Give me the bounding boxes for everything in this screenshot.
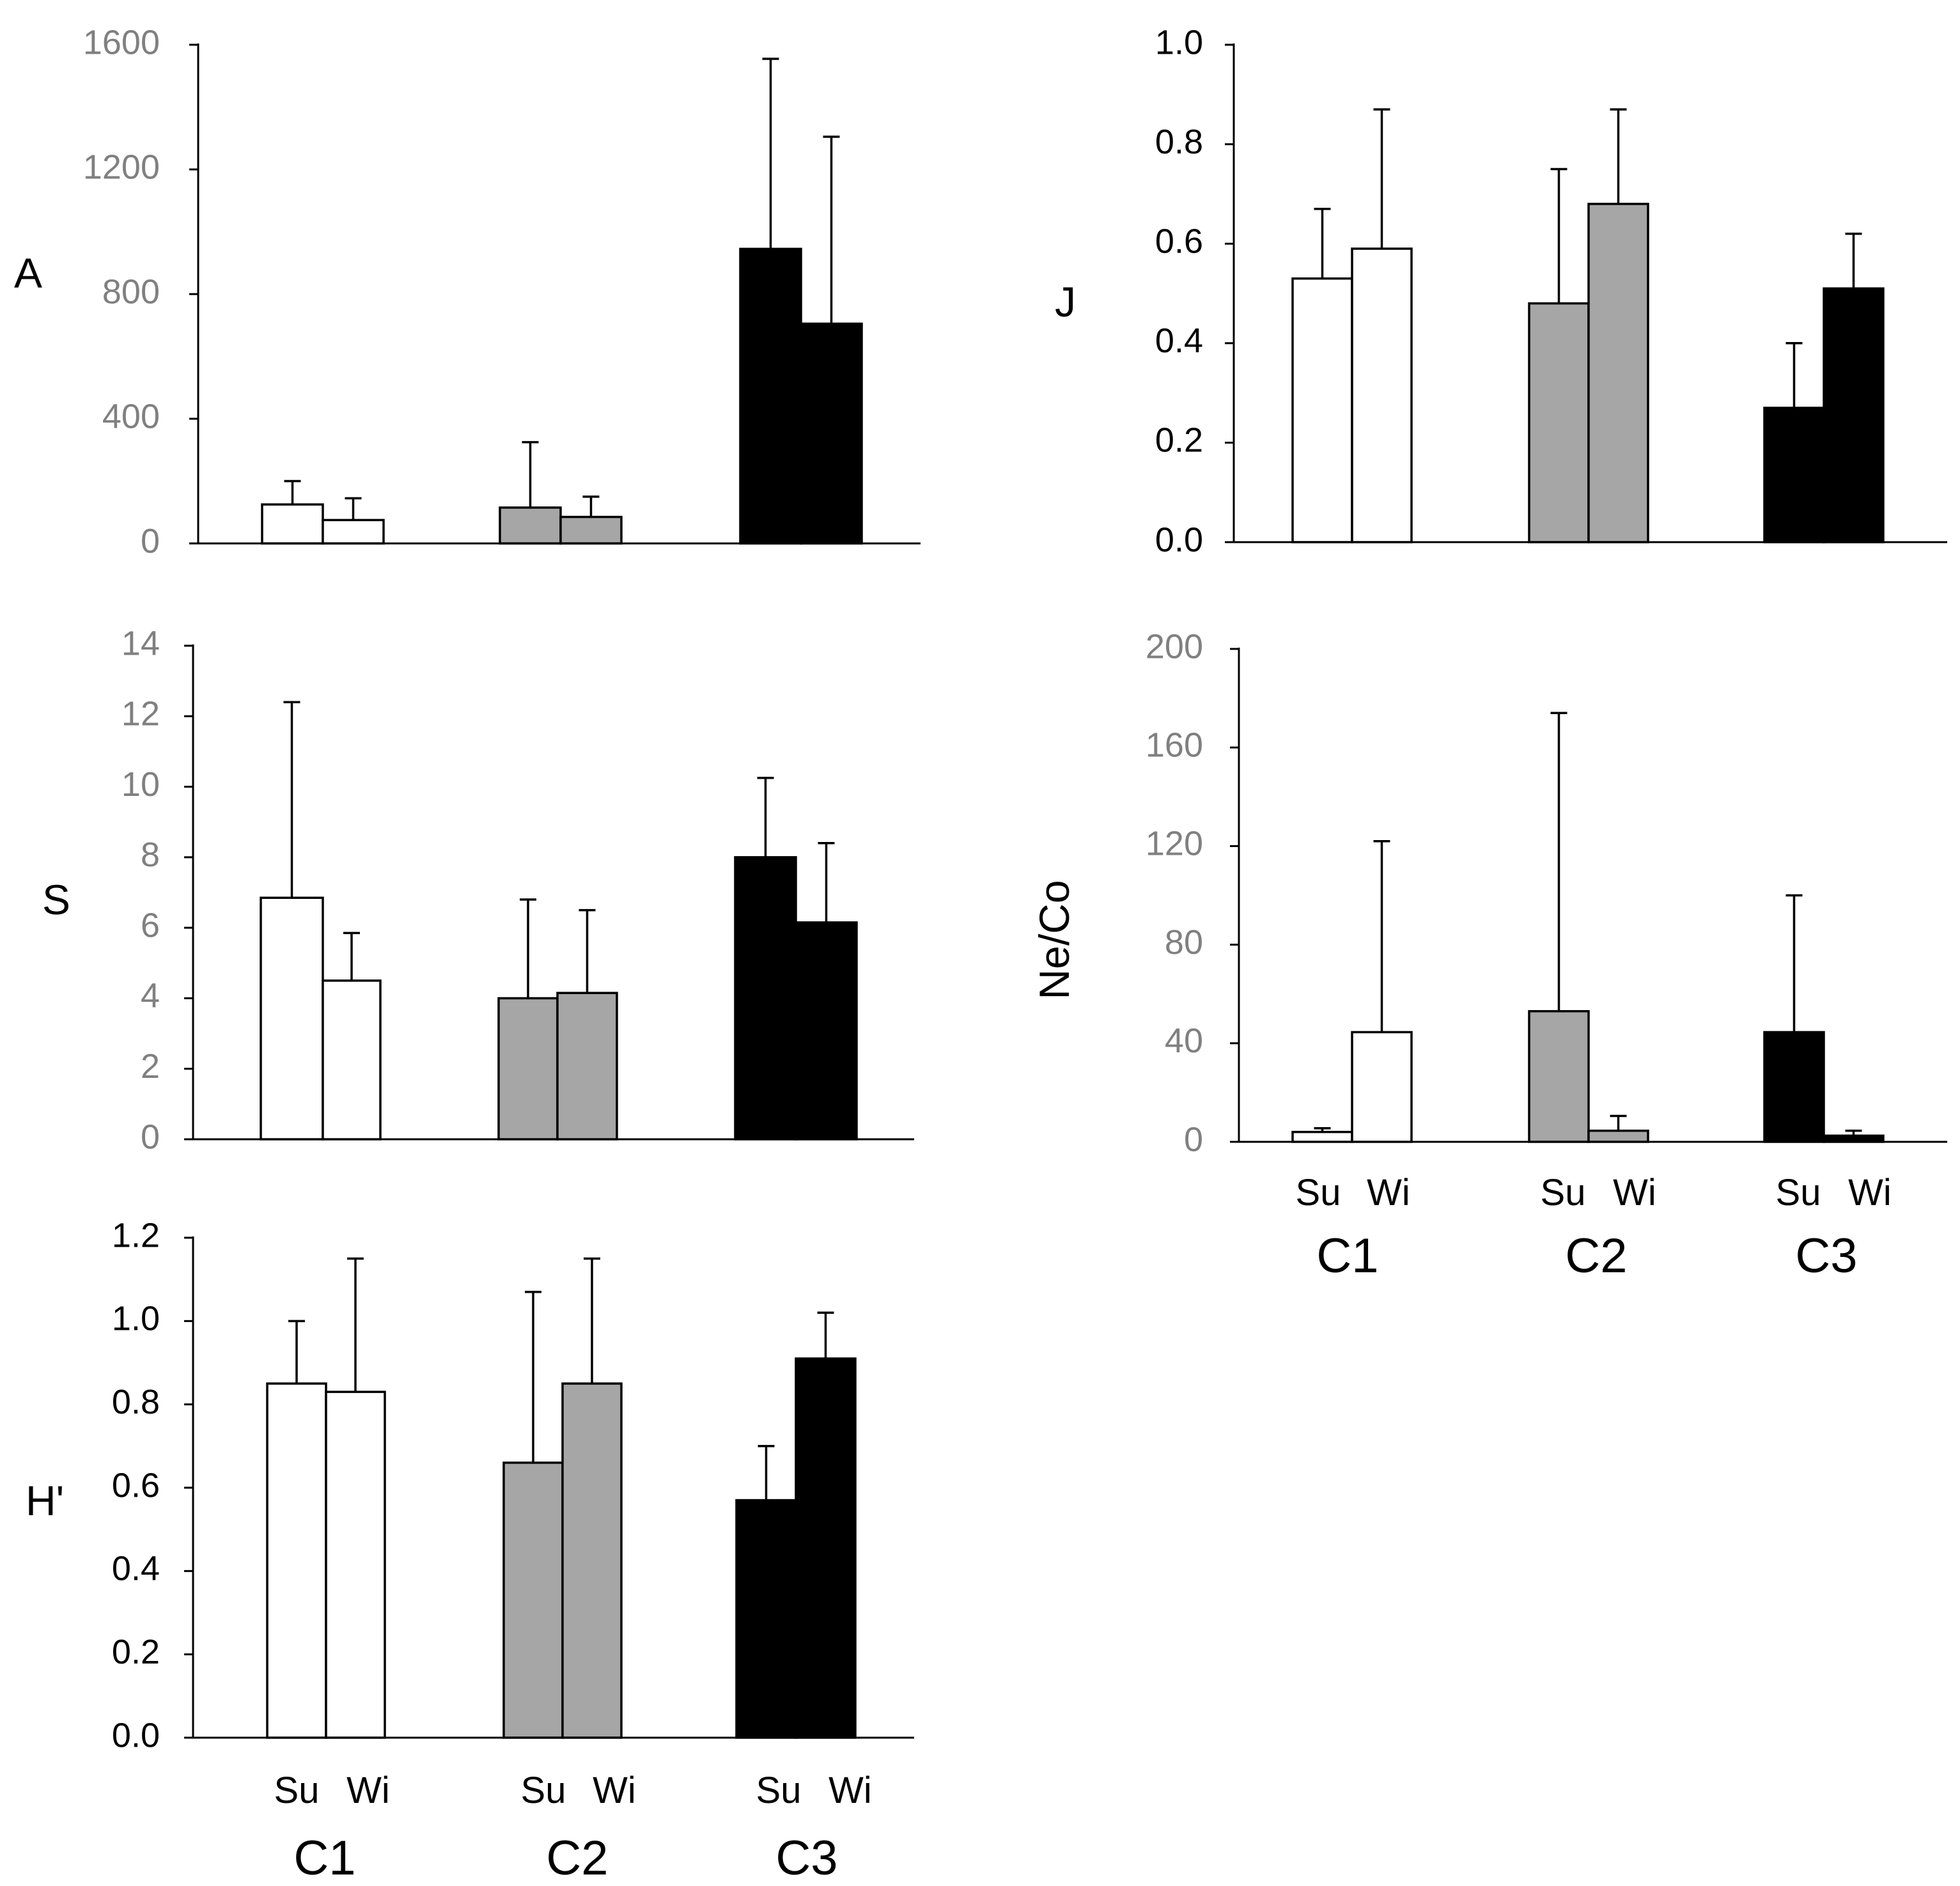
neco-season-label-c3-su: Su	[1776, 1172, 1821, 1213]
panel-s-ylabel: S	[42, 876, 70, 923]
h-cluster-label-c2: C2	[546, 1831, 608, 1885]
j-y-tick-label: 0.2	[1155, 421, 1203, 460]
panel-j-chart: J 0.0 0.2 0.4 0.6 0.8 1.0	[1055, 23, 1947, 559]
s-y-tick-label: 4	[141, 977, 160, 1015]
neco-c3-wi-bar	[1823, 1134, 1885, 1143]
neco-y-tick-label: 200	[1146, 627, 1203, 666]
h-y-tick-label: 1.2	[112, 1216, 160, 1254]
s-y-tick-label: 0	[141, 1118, 160, 1156]
neco-y-tick-label: 0	[1184, 1120, 1203, 1158]
h-season-label-c1-wi: Wi	[346, 1770, 390, 1811]
s-y-tick-label: 10	[121, 765, 160, 804]
h-c1-su-bar	[266, 1382, 327, 1739]
neco-season-label-c2-su: Su	[1541, 1172, 1586, 1213]
neco-cluster-label-c3: C3	[1795, 1229, 1857, 1283]
neco-c2-su-bar	[1528, 1009, 1590, 1143]
a-y-tick-label: 800	[102, 272, 160, 311]
neco-y-tick-label: 160	[1146, 726, 1203, 764]
j-y-tick-label: 0.8	[1155, 123, 1203, 161]
s-y-tick-label: 8	[141, 836, 160, 874]
h-c2-wi-bar	[561, 1382, 623, 1739]
neco-c1-su-bar	[1291, 1130, 1353, 1143]
panel-s-chart: S 0 2 4 6 8 10 12 14	[42, 624, 914, 1156]
a-c1-su-bar	[261, 503, 324, 545]
panel-neco-chart: Ne/Co Su Wi Su Wi Su Wi C1 C2 C3 0 40 80 12…	[1031, 627, 1947, 1283]
s-y-tick-label: 14	[121, 624, 160, 662]
h-y-tick-label: 0.8	[112, 1383, 160, 1421]
panel-h-ylabel: H'	[26, 1477, 64, 1524]
a-c2-su-bar	[499, 506, 562, 545]
a-y-tick-label: 1200	[83, 148, 160, 186]
j-y-tick-label: 0.0	[1155, 520, 1203, 559]
neco-season-label-c1-wi: Wi	[1367, 1172, 1410, 1213]
j-c2-wi-bar	[1587, 203, 1649, 543]
a-c3-su-bar	[739, 247, 802, 545]
j-y-tick-label: 1.0	[1155, 23, 1203, 61]
h-season-label-c2-wi: Wi	[593, 1770, 636, 1811]
h-y-tick-label: 0.4	[112, 1550, 160, 1588]
h-y-tick-label: 0.6	[112, 1466, 160, 1504]
a-y-tick-label: 400	[102, 397, 160, 435]
j-y-tick-label: 0.6	[1155, 222, 1203, 260]
s-c2-wi-bar	[556, 992, 618, 1141]
neco-y-tick-label: 120	[1146, 825, 1203, 863]
neco-y-tick-label: 80	[1165, 923, 1203, 962]
h-cluster-label-c1: C1	[293, 1831, 355, 1885]
panel-a-chart: A 0 400 800 1200 1600	[14, 23, 921, 560]
h-y-tick-label: 1.0	[112, 1300, 160, 1338]
h-season-label-c3-su: Su	[756, 1770, 802, 1811]
h-c3-wi-bar	[795, 1357, 857, 1739]
neco-season-label-c3-wi: Wi	[1848, 1172, 1892, 1213]
j-c3-su-bar	[1763, 407, 1825, 543]
s-c2-su-bar	[497, 997, 559, 1141]
h-season-label-c3-wi: Wi	[828, 1770, 872, 1811]
j-c3-wi-bar	[1823, 287, 1885, 543]
s-c1-wi-bar	[322, 979, 382, 1141]
h-c2-su-bar	[502, 1461, 564, 1739]
a-y-tick-label: 0	[141, 522, 160, 560]
h-cluster-label-c3: C3	[775, 1831, 837, 1885]
neco-season-label-c2-wi: Wi	[1613, 1172, 1656, 1213]
s-c3-wi-bar	[795, 921, 858, 1141]
panel-neco-ylabel: Ne/Co	[1031, 880, 1078, 999]
panel-h-chart: H' Su Wi Su Wi Su Wi C1 C2 C3 0.0 0.2 0.4 0…	[26, 1216, 914, 1885]
h-c3-su-bar	[735, 1499, 797, 1739]
h-season-label-c1-su: Su	[274, 1770, 320, 1811]
j-c1-wi-bar	[1351, 247, 1413, 543]
s-c3-su-bar	[734, 856, 797, 1141]
neco-cluster-label-c1: C1	[1316, 1229, 1378, 1283]
neco-c1-wi-bar	[1351, 1031, 1413, 1143]
h-season-label-c2-su: Su	[521, 1770, 566, 1811]
a-y-tick-label: 1600	[83, 23, 160, 61]
neco-y-tick-label: 40	[1165, 1022, 1203, 1060]
j-c2-su-bar	[1528, 302, 1590, 543]
s-y-tick-label: 2	[141, 1047, 160, 1086]
s-y-tick-label: 6	[141, 906, 160, 944]
h-y-tick-label: 0.2	[112, 1633, 160, 1671]
a-c2-wi-bar	[559, 515, 623, 545]
a-c3-wi-bar	[800, 322, 863, 545]
neco-cluster-label-c2: C2	[1565, 1229, 1627, 1283]
neco-c2-wi-bar	[1587, 1129, 1649, 1143]
neco-c3-su-bar	[1763, 1031, 1825, 1143]
h-y-tick-label: 0.0	[112, 1716, 160, 1754]
j-c1-su-bar	[1291, 277, 1353, 543]
s-c1-su-bar	[260, 896, 324, 1141]
panel-j-ylabel: J	[1055, 278, 1076, 325]
a-c1-wi-bar	[322, 518, 385, 545]
s-y-tick-label: 12	[121, 695, 160, 733]
neco-season-label-c1-su: Su	[1296, 1172, 1341, 1213]
j-y-tick-label: 0.4	[1155, 322, 1203, 360]
h-c1-wi-bar	[325, 1391, 386, 1739]
panel-a-ylabel: A	[14, 249, 42, 297]
